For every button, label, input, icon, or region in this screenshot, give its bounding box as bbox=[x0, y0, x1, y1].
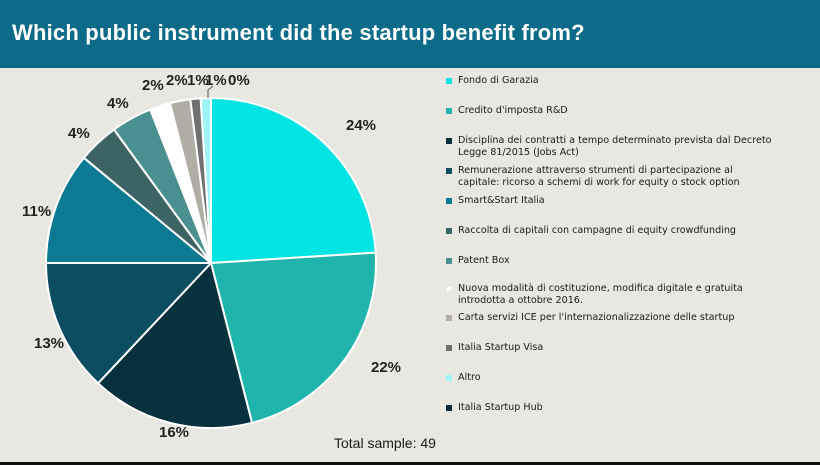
legend-swatch bbox=[446, 405, 452, 411]
slice-percent-label: 0% bbox=[228, 72, 250, 89]
pie-slice bbox=[96, 260, 254, 430]
legend-label-line: Italia Startup Hub bbox=[458, 402, 543, 413]
legend-item: Italia Startup Visa bbox=[446, 342, 806, 354]
pie-slice bbox=[44, 262, 214, 385]
legend-item: Credito d'imposta R&D bbox=[446, 105, 806, 117]
legend-item: Patent Box bbox=[446, 255, 806, 267]
pie-slice bbox=[44, 156, 214, 264]
pie-slice bbox=[210, 96, 377, 265]
legend-swatch bbox=[446, 198, 452, 204]
slice-percent-label: 2% bbox=[142, 77, 164, 94]
legend-item: Altro bbox=[446, 372, 806, 384]
pie-slice bbox=[199, 96, 212, 264]
legend-swatch bbox=[446, 228, 452, 234]
legend-label: Nuova modalità di costituzione, modifica… bbox=[458, 283, 743, 307]
slice-percent-label: 2% bbox=[166, 72, 188, 89]
legend-label: Raccolta di capitali con campagne di equ… bbox=[458, 225, 736, 237]
legend-swatch bbox=[446, 375, 452, 381]
legend-swatch bbox=[446, 168, 452, 174]
legend-item: Remunerazione attraverso strumenti di pa… bbox=[446, 165, 806, 189]
slice-percent-label: 16% bbox=[159, 424, 189, 441]
pie-slice bbox=[209, 251, 377, 425]
legend-label: Fondo di Garazia bbox=[458, 75, 539, 87]
slice-percent-label: 4% bbox=[68, 125, 90, 142]
legend-swatch bbox=[446, 258, 452, 264]
slice-percent-label: 11% bbox=[22, 203, 51, 220]
title-bar: Which public instrument did the startup … bbox=[0, 0, 820, 68]
legend-label-line: Raccolta di capitali con campagne di equ… bbox=[458, 225, 737, 236]
legend-swatch bbox=[446, 78, 452, 84]
legend-label-line: Patent Box bbox=[458, 255, 510, 266]
legend-label-line: Nuova modalità di costituzione, modifica… bbox=[458, 283, 743, 294]
legend-label-line: Fondo di Garazia bbox=[458, 75, 539, 86]
legend-item: Italia Startup Hub bbox=[446, 402, 806, 414]
slice-percent-label: 24% bbox=[346, 117, 376, 134]
legend-label-line: capitale: ricorso a schemi di work for e… bbox=[458, 177, 740, 188]
slice-percent-label: 1% bbox=[205, 72, 227, 89]
legend-label: Disciplina dei contratti a tempo determi… bbox=[458, 135, 771, 159]
legend-swatch bbox=[446, 315, 452, 321]
slice-percent-label: 1% bbox=[187, 72, 209, 89]
legend-item: Disciplina dei contratti a tempo determi… bbox=[446, 135, 806, 159]
legend-item: Raccolta di capitali con campagne di equ… bbox=[446, 225, 806, 237]
legend-item: Fondo di Garazia bbox=[446, 75, 806, 87]
legend-label-line: Carta servizi ICE per l'internazionalizz… bbox=[458, 312, 735, 323]
bottom-divider bbox=[0, 462, 820, 465]
legend-label: Credito d'imposta R&D bbox=[458, 105, 568, 117]
legend-label: Italia Startup Visa bbox=[458, 342, 543, 354]
pie-chart: 24%22%16%13%11%4%4%2% 2% 1%1% 0% bbox=[22, 72, 401, 441]
legend-item: Nuova modalità di costituzione, modifica… bbox=[446, 283, 806, 307]
legend-label-line: Credito d'imposta R&D bbox=[458, 105, 568, 116]
legend-label-line: introdotta a ottobre 2016. bbox=[458, 295, 583, 306]
legend-label: Carta servizi ICE per l'internazionalizz… bbox=[458, 312, 734, 324]
legend-swatch bbox=[446, 138, 452, 144]
legend-label: Italia Startup Hub bbox=[458, 402, 543, 414]
legend-swatch bbox=[446, 286, 452, 292]
legend-label-line: Italia Startup Visa bbox=[458, 342, 544, 353]
legend-item: Smart&Start Italia bbox=[446, 195, 806, 207]
legend-label-line: Legge 81/2015 (Jobs Act) bbox=[458, 147, 579, 158]
chart-title: Which public instrument did the startup … bbox=[12, 20, 585, 45]
legend-label-line: Remunerazione attraverso strumenti di pa… bbox=[458, 165, 733, 176]
slice-percent-label: 22% bbox=[371, 359, 401, 376]
legend-label-line: Disciplina dei contratti a tempo determi… bbox=[458, 135, 772, 146]
slice-percent-label: 4% bbox=[107, 95, 129, 112]
legend-swatch bbox=[446, 345, 452, 351]
legend-label: Altro bbox=[458, 372, 481, 384]
leader-line bbox=[207, 85, 214, 98]
slice-percent-label: 13% bbox=[34, 335, 64, 352]
legend-swatch bbox=[446, 108, 452, 114]
legend-label-line: Smart&Start Italia bbox=[458, 195, 545, 206]
legend-label: Remunerazione attraverso strumenti di pa… bbox=[458, 165, 740, 189]
legend-label: Patent Box bbox=[458, 255, 510, 267]
chart-area: 24% 22% 16% 13% 11% 4% 4% 2% 2% 1% 1% 0% Fondo di G… bbox=[0, 68, 820, 465]
legend-item: Carta servizi ICE per l'internazionalizz… bbox=[446, 312, 806, 324]
legend-label-line: Altro bbox=[458, 372, 481, 383]
total-sample: Total sample: 49 bbox=[334, 435, 436, 451]
legend-label: Smart&Start Italia bbox=[458, 195, 545, 207]
